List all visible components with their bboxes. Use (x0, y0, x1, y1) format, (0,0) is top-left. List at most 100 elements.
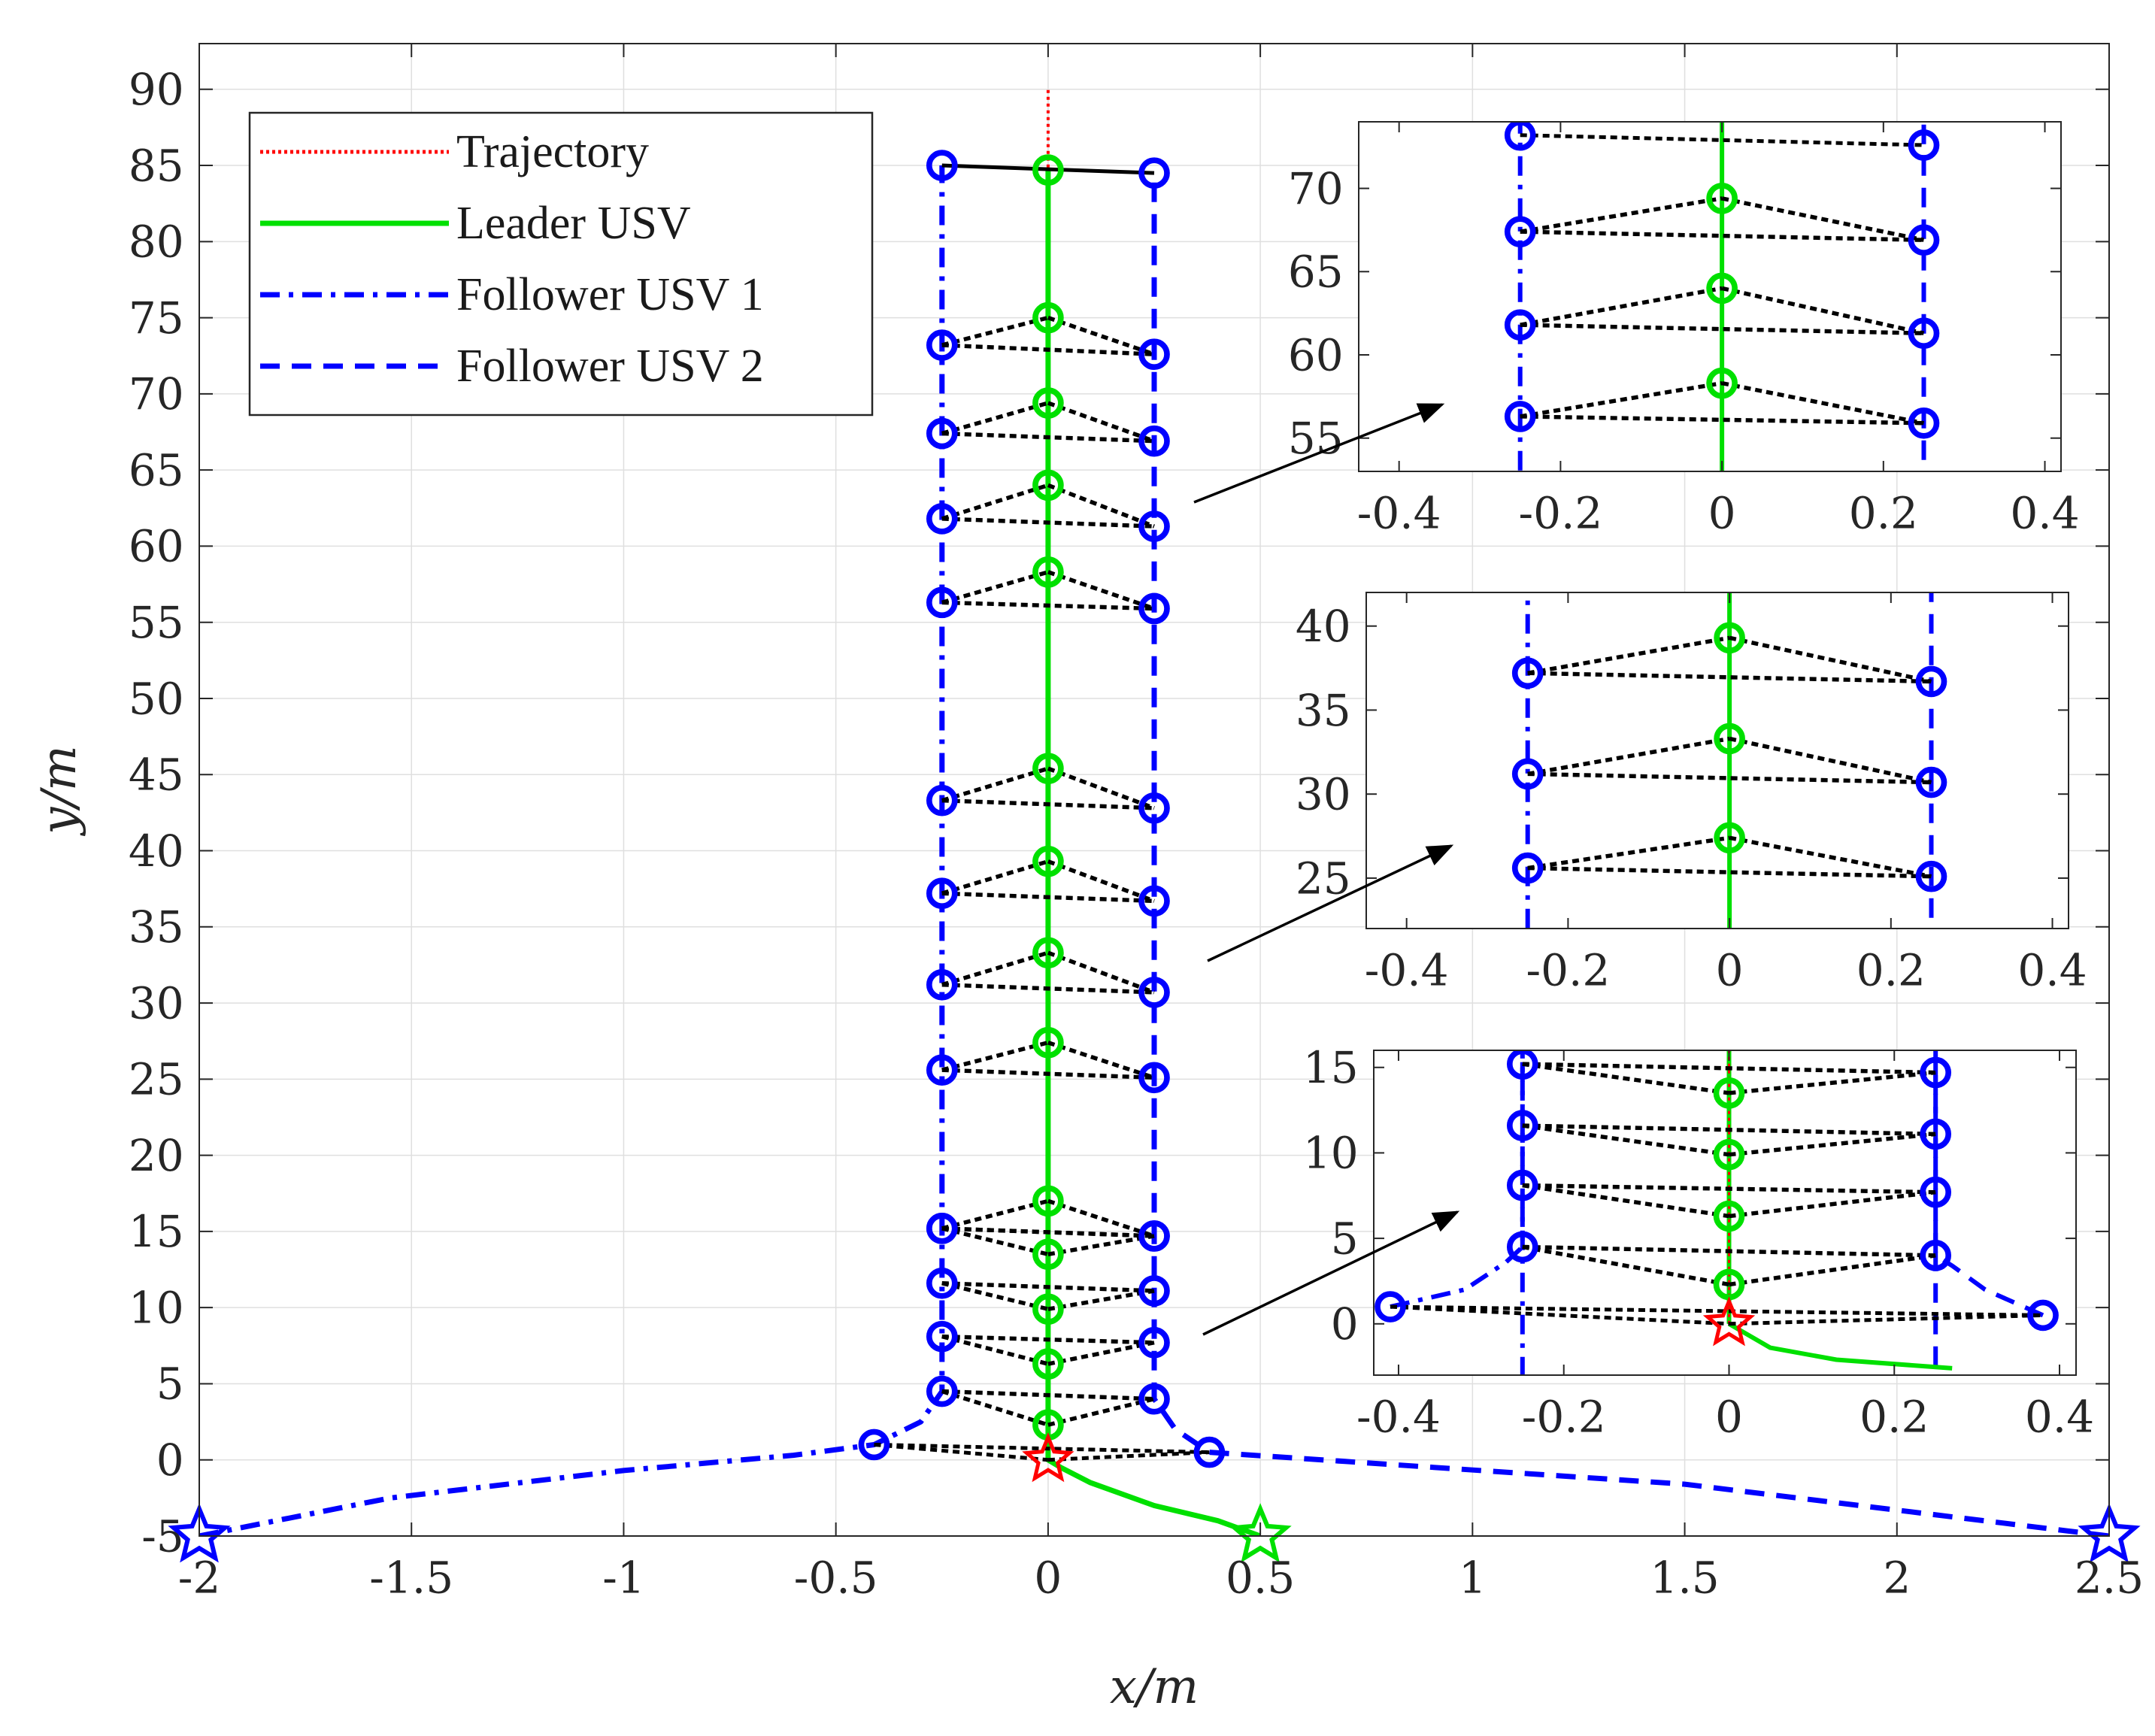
leader-marker (1032, 937, 1064, 969)
follower-2-marker (1138, 1275, 1170, 1307)
leader-marker (1714, 622, 1745, 654)
y-tick-label: 45 (129, 750, 184, 801)
formation-edge-f1-leader (1520, 380, 1723, 419)
y-tick-label: 90 (129, 64, 184, 115)
x-tick-label: -0.4 (1365, 944, 1449, 995)
y-axis-label: y/m (32, 745, 87, 836)
x-tick-label: 2 (1883, 1552, 1911, 1603)
follower-1-marker (926, 329, 958, 361)
formation-edge-f1-f2 (941, 891, 1155, 904)
leader-marker (1032, 1293, 1064, 1325)
follower-1-marker (926, 1375, 958, 1407)
follower-2-marker (1908, 407, 1940, 439)
initial-edge-left (1390, 1304, 1729, 1326)
leader-marker (1714, 723, 1745, 755)
y-tick-label: 15 (129, 1206, 184, 1257)
leader-marker (1032, 469, 1064, 501)
leader-marker (1032, 1185, 1064, 1217)
formation-edge-leader-f2 (1047, 401, 1155, 444)
follower-2-marker (1920, 1118, 1952, 1150)
formation-edge-leader-f2 (1729, 1070, 1936, 1095)
follower-2-marker (1908, 224, 1940, 256)
formation-edge-leader-f2 (1729, 635, 1932, 684)
formation-2 (926, 1267, 1170, 1325)
follower-2-marker (1138, 792, 1170, 824)
formation-edge-f1-leader (941, 766, 1049, 803)
x-axis-label: x/m (1110, 1659, 1199, 1715)
leader-marker (1032, 753, 1064, 784)
trajectory-start-star (1702, 1296, 1756, 1347)
follower-2-final-marker (1138, 157, 1170, 189)
follower-2-marker (1915, 665, 1947, 698)
legend: Trajectory Leader USV Follower USV 1 Follow… (248, 111, 874, 417)
formation-edge-f1-f2 (1522, 1062, 1936, 1075)
x-tick-label: 0 (1708, 487, 1736, 538)
follower-1-marker (1506, 1231, 1538, 1263)
trajectory-start-star (1022, 1432, 1074, 1483)
follower-2-marker (1138, 338, 1170, 371)
follower-1-marker (926, 586, 958, 619)
zoom-arrow-0 (1193, 403, 1445, 504)
y-tick-label: 75 (129, 292, 184, 344)
x-tick-label: 1.5 (1650, 1552, 1719, 1603)
formation-edge-f1-leader (941, 950, 1049, 987)
formation-edge-f1-leader (941, 1281, 1049, 1311)
formation-edge-leader-f2 (1729, 1253, 1936, 1287)
y-tick-label: 20 (129, 1130, 184, 1181)
inset-initial-formation (1375, 1291, 2059, 1347)
formation-edge-leader-f2 (1729, 1190, 1936, 1219)
follower-2-initial-marker (2027, 1299, 2059, 1332)
y-tick-label: 10 (129, 1282, 184, 1333)
formation-edge-leader-f2 (1047, 859, 1155, 903)
follower-1-final-marker (926, 150, 958, 181)
y-tick-label: 5 (156, 1359, 184, 1410)
formation-edge-f1-leader (941, 401, 1049, 436)
follower-2-marker (1138, 885, 1170, 917)
formation-edge-f1-leader (941, 1226, 1049, 1256)
plot-background (1366, 592, 2069, 929)
y-tick-label: 15 (1303, 1042, 1359, 1093)
formation-edge-f1-f2 (941, 1281, 1155, 1293)
follower-1-initial-marker (1375, 1291, 1406, 1322)
formation-edge-f1-leader (941, 1041, 1049, 1072)
formation-5 (926, 1026, 1170, 1094)
axes-frame (1365, 592, 2069, 929)
follower-2-marker (1138, 425, 1170, 457)
leader-marker (1032, 1238, 1064, 1271)
formation-edge-f1-f2 (941, 1068, 1155, 1080)
y-tick-label: 65 (129, 444, 184, 495)
leader-marker (1032, 1026, 1064, 1059)
formation-edge-f1-f2 (941, 600, 1155, 611)
final-formation-edge (941, 163, 1155, 175)
follower-1-marker (1506, 1050, 1538, 1080)
legend-box (248, 111, 874, 417)
formation-edge-f1-f2 (1522, 1244, 1936, 1258)
y-tick-label: 85 (129, 140, 184, 191)
follower-1-marker (1504, 216, 1536, 247)
formation-edge-f1-leader (941, 859, 1049, 895)
follower-2-marker (1138, 510, 1170, 542)
leader-marker (1713, 1200, 1745, 1232)
follower-2-marker (1138, 977, 1170, 1008)
formation-edge-f1-f2 (941, 983, 1155, 995)
follower-1-marker (1504, 309, 1536, 341)
formation-edge-leader-f2 (1721, 380, 1925, 426)
follower-2-marker (1138, 1326, 1170, 1359)
x-tick-label: 0 (1034, 1552, 1062, 1603)
formation-edge-leader-f2 (1047, 766, 1155, 810)
axes-frame (1373, 1050, 2077, 1376)
y-tick-label: 5 (1331, 1213, 1359, 1264)
formation-edge-leader-f2 (1047, 1041, 1155, 1080)
follower-2-marker (1138, 1062, 1170, 1094)
legend-label-2: Follower USV 1 (456, 269, 764, 320)
formation-edge-f1-leader (1522, 1183, 1729, 1219)
inset-plot-middle: -0.4 -0.2 0 0.2 0.4 25 30 35 40 (1296, 592, 2087, 995)
x-tick-label: 0.5 (1226, 1552, 1295, 1603)
formation-edge-leader-f2 (1721, 286, 1925, 335)
x-tick-label: -1 (602, 1552, 645, 1603)
zoom-arrow-1 (1207, 844, 1454, 962)
x-tick-label: -0.2 (1522, 1391, 1606, 1442)
inset-formation-1 (1511, 723, 1947, 798)
start-star-1 (168, 1503, 231, 1563)
plot-background (1374, 1050, 2076, 1375)
